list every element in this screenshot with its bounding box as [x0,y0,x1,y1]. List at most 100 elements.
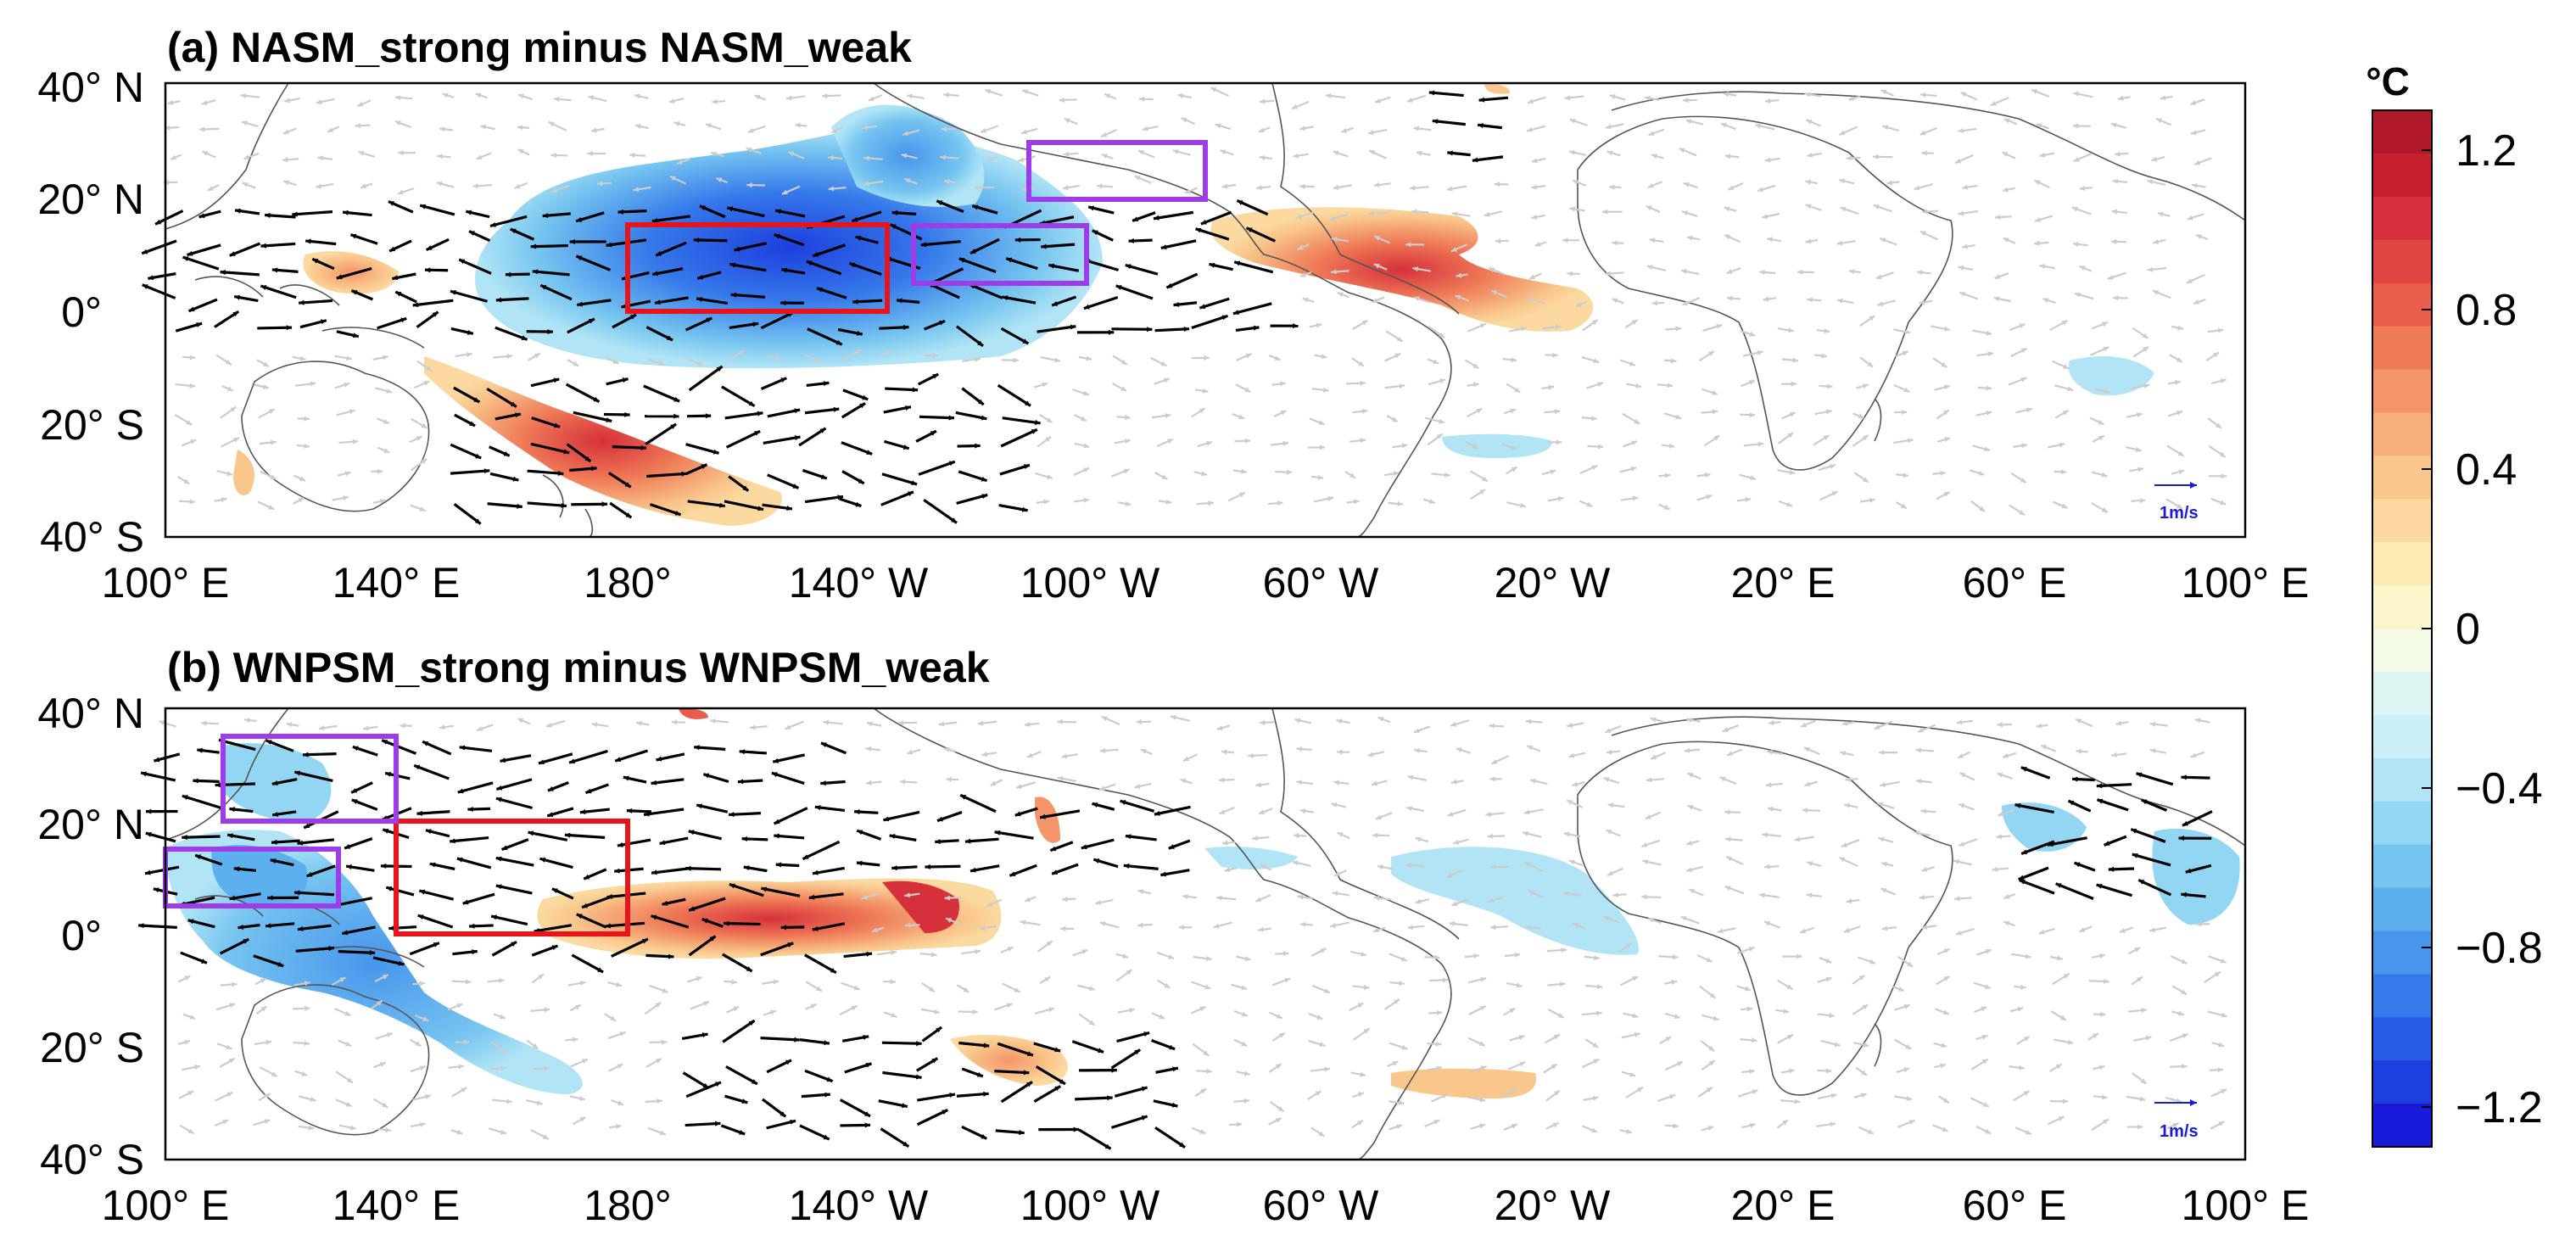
panel-b-ytick-40n: 40° N [37,690,144,737]
wind-vector-head [277,961,284,967]
wind-vector-head [890,979,896,985]
wind-vector-head [868,96,874,102]
wind-vector-head [1874,724,1880,730]
wind-vector-head [2149,927,2155,933]
wind-vector-head [1320,948,1327,953]
wind-vector-head [517,125,523,131]
wind-vector [295,946,335,953]
wind-vector [527,501,567,508]
wind-vector-head [657,1098,662,1104]
wind-vector-head [1473,953,1479,959]
wind-vector [532,270,570,277]
wind-vector-head [658,361,665,366]
wind-vector-head [1900,503,1907,509]
wind-vector-head [1134,176,1141,181]
wind-vector-head [747,127,754,133]
wind-vector [1160,239,1197,250]
wind-vector-head [1942,1098,1949,1104]
wind-vector-head [1749,331,1756,337]
wind-vector-head [1831,491,1838,496]
wind-vector-head [1439,378,1446,384]
wind-vector-head [819,428,826,433]
wind-vector-head [578,1095,585,1101]
wind-vector-head [1280,381,1286,387]
wind-vector-head [1455,294,1461,300]
wind-vector-head [1337,292,1344,298]
wind-vector [841,441,873,456]
wind-vector [1432,119,1466,126]
wind-vector-head [379,499,386,505]
wind-vector-head [336,274,343,280]
wind-vector-head [1805,238,1812,244]
wind-vector-head [746,966,752,971]
wind-vector-head [1873,204,1880,210]
wind-vector-head [1372,780,1377,786]
wind-vector-head [2031,89,2038,94]
wind-vector-head [1181,117,1187,123]
wind-vector-head [1026,1082,1033,1087]
wind-vector-head [1996,834,2003,840]
wind-vector-head [511,942,517,948]
wind-vector-head [1551,1064,1557,1070]
wind-vector-head [2096,883,2103,889]
wind-vector-head [2002,152,2009,157]
wind-vector-head [193,778,198,784]
wind-vector [1154,327,1190,333]
wind-vector-head [1682,210,1688,216]
wind-vector-head [1375,98,1382,103]
panel-b-xtick-60w: 60° W [1263,1182,1380,1229]
wind-vector [495,856,534,867]
wind-vector-head [1706,1087,1713,1093]
wind-vector [140,771,176,782]
panel-b-xtick-100e-east: 100° E [2182,1182,2310,1229]
colorbar-segment [2372,801,2432,846]
wind-vector-head [2185,868,2192,874]
wind-vector-head [2076,718,2082,724]
wind-vector-head [1524,862,1531,868]
wind-vector-head [1987,351,1994,357]
wind-vector-head [1759,270,1765,276]
wind-vector-head [774,355,781,361]
wind-vector-head [668,98,675,103]
wind-vector-head [824,1040,830,1046]
wind-vector-head [1360,1071,1366,1077]
wind-vector-head [382,1102,388,1108]
wind-vector-head [1647,182,1654,188]
wind-vector-head [2191,182,2198,188]
wind-vector-head [934,1009,940,1015]
wind-vector-head [794,408,801,414]
wind-vector-head [304,981,310,987]
wind-vector-head [229,895,236,901]
wind-vector-head [1764,157,1771,163]
wind-vector [144,865,180,875]
wind-vector-head [2182,820,2188,826]
wind-vector-head [2139,498,2146,504]
wind-vector-head [1013,357,1019,363]
wind-vector-head [1944,326,1950,332]
wind-vector-head [2172,1122,2179,1128]
wind-vector-head [705,123,712,129]
wind-vector-head [1024,721,1031,727]
wind-vector-head [781,189,788,195]
wind-vector [612,445,647,450]
panel-b-purple-box-east-china-sea [221,734,399,824]
wind-vector-head [915,1074,922,1080]
wind-vector-head [633,187,640,193]
wind-vector-head [1258,127,1265,133]
wind-vector-head [977,340,984,346]
wind-vector [767,408,801,418]
wind-vector-head [1834,1042,1841,1048]
wind-vector [2136,772,2174,786]
wind-vector-head [1943,975,1950,981]
coast-americas-east-b [1271,707,1460,940]
wind-vector-head [1671,980,1678,986]
wind-vector-head [1141,1115,1148,1121]
wind-vector [685,443,719,455]
wind-vector-head [1862,477,1869,483]
wind-vector-head [491,914,497,920]
wind-vector-head [1858,413,1864,419]
wind-vector-head [1357,1092,1364,1098]
wind-vector-head [833,406,840,412]
wind-vector-head [2137,1124,2143,1130]
wind-vector-head [795,122,801,128]
